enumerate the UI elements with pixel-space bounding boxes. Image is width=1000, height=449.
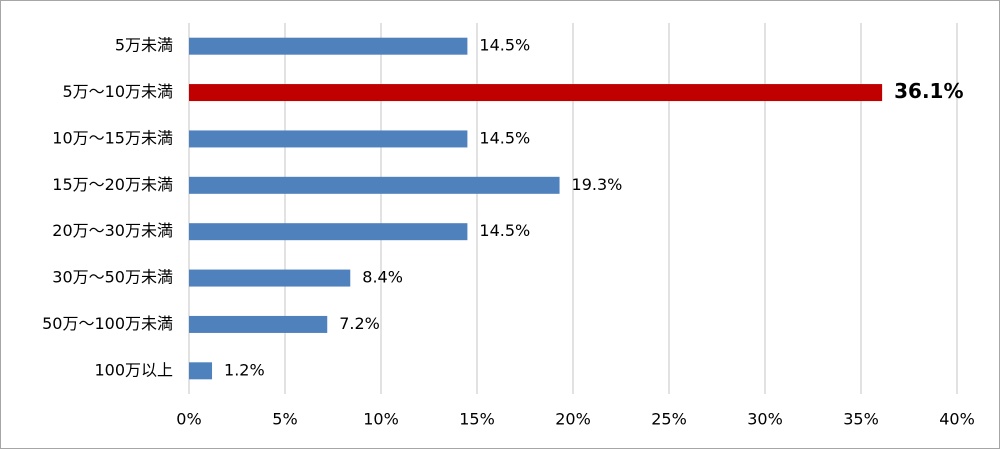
- x-tick-label: 10%: [363, 410, 399, 429]
- bar: [189, 362, 213, 380]
- y-tick-label: 50万～100万未満: [42, 314, 173, 333]
- y-tick-label: 20万～30万未満: [52, 221, 173, 240]
- value-label: 8.4%: [362, 268, 403, 287]
- value-label: 36.1%: [894, 79, 963, 103]
- bar: [189, 315, 328, 333]
- value-label: 14.5%: [479, 128, 530, 147]
- value-label: 1.2%: [224, 360, 265, 379]
- y-tick-label: 5万未満: [115, 36, 173, 55]
- y-tick-label: 10万～15万未満: [52, 128, 173, 147]
- y-tick-label: 15万～20万未満: [52, 175, 173, 194]
- x-tick-label: 5%: [272, 410, 297, 429]
- bar: [189, 269, 351, 287]
- bar: [189, 130, 468, 148]
- bar: [189, 176, 560, 194]
- y-tick-label: 30万～50万未満: [52, 268, 173, 287]
- x-tick-label: 20%: [555, 410, 591, 429]
- y-tick-label: 5万～10万未満: [62, 82, 173, 101]
- bar: [189, 223, 468, 241]
- x-tick-label: 15%: [459, 410, 495, 429]
- bar: [189, 37, 468, 55]
- x-tick-label: 0%: [176, 410, 201, 429]
- x-tick-label: 30%: [747, 410, 783, 429]
- x-tick-label: 25%: [651, 410, 687, 429]
- value-label: 19.3%: [572, 175, 623, 194]
- value-label: 14.5%: [479, 36, 530, 55]
- x-tick-label: 40%: [939, 410, 975, 429]
- x-tick-label: 35%: [843, 410, 879, 429]
- value-label: 7.2%: [339, 314, 380, 333]
- value-label: 14.5%: [479, 221, 530, 240]
- bar: [189, 84, 883, 102]
- y-tick-label: 100万以上: [94, 360, 173, 379]
